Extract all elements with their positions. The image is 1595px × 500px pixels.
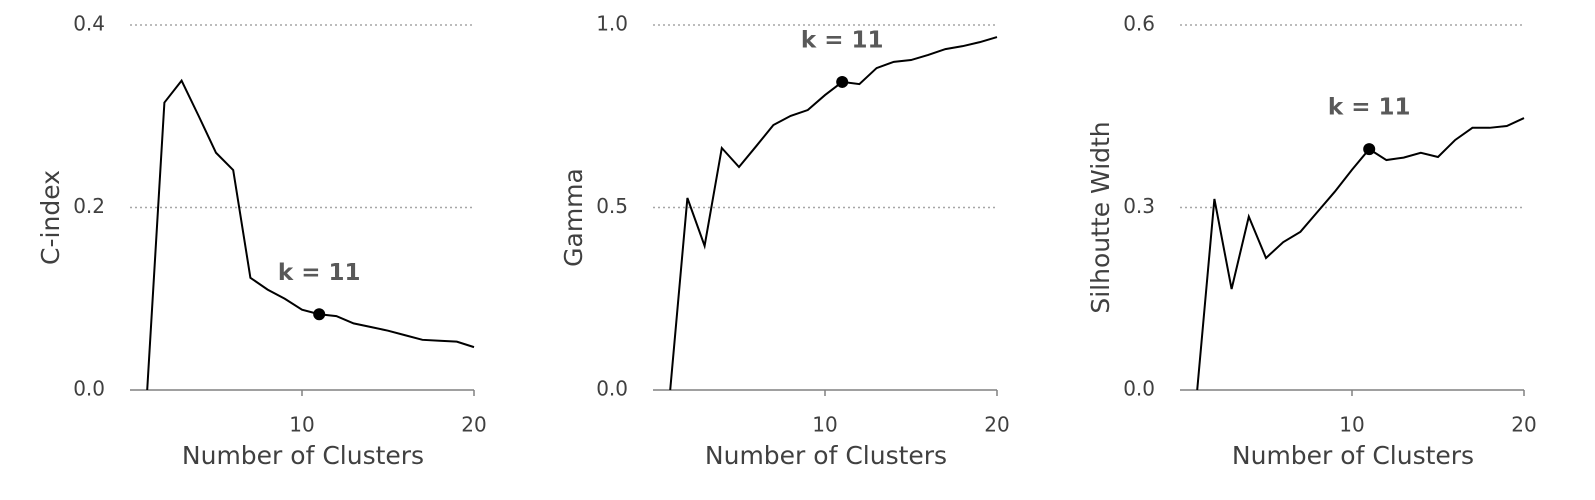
y-tick-label: 0.2 — [73, 194, 105, 218]
x-tick-label: 10 — [812, 413, 837, 437]
y-axis-label: Gamma — [559, 168, 588, 267]
annotation: k = 11 — [1328, 95, 1411, 121]
y-tick-label: 0.5 — [596, 194, 628, 218]
y-tick-label: 0.6 — [1123, 12, 1155, 36]
y-axis-label: Silhoutte Width — [1086, 121, 1115, 313]
y-tick-label: 0.0 — [73, 377, 105, 401]
annotation: k = 11 — [801, 27, 884, 53]
y-tick-label: 1.0 — [596, 12, 628, 36]
y-axis-label: C-index — [36, 170, 65, 265]
data-line — [146, 78, 475, 391]
y-tick-label: 0.0 — [596, 377, 628, 401]
x-axis-label: Number of Clusters — [1232, 441, 1474, 470]
x-axis-label: Number of Clusters — [705, 441, 947, 470]
x-tick-label: 20 — [461, 413, 486, 437]
x-tick-label: 10 — [1339, 413, 1364, 437]
y-tick-label: 0.4 — [73, 12, 105, 36]
x-tick-label: 20 — [1511, 413, 1536, 437]
x-tick-label: 10 — [289, 413, 314, 437]
data-line — [669, 36, 998, 391]
data-line — [1196, 117, 1525, 391]
y-tick-label: 0.0 — [1123, 377, 1155, 401]
x-axis-label: Number of Clusters — [182, 441, 424, 470]
annotation: k = 11 — [278, 260, 361, 286]
highlight-point — [836, 75, 849, 88]
x-tick-label: 20 — [984, 413, 1009, 437]
highlight-point — [1363, 143, 1376, 156]
y-tick-label: 0.3 — [1123, 194, 1155, 218]
highlight-point — [313, 308, 326, 321]
